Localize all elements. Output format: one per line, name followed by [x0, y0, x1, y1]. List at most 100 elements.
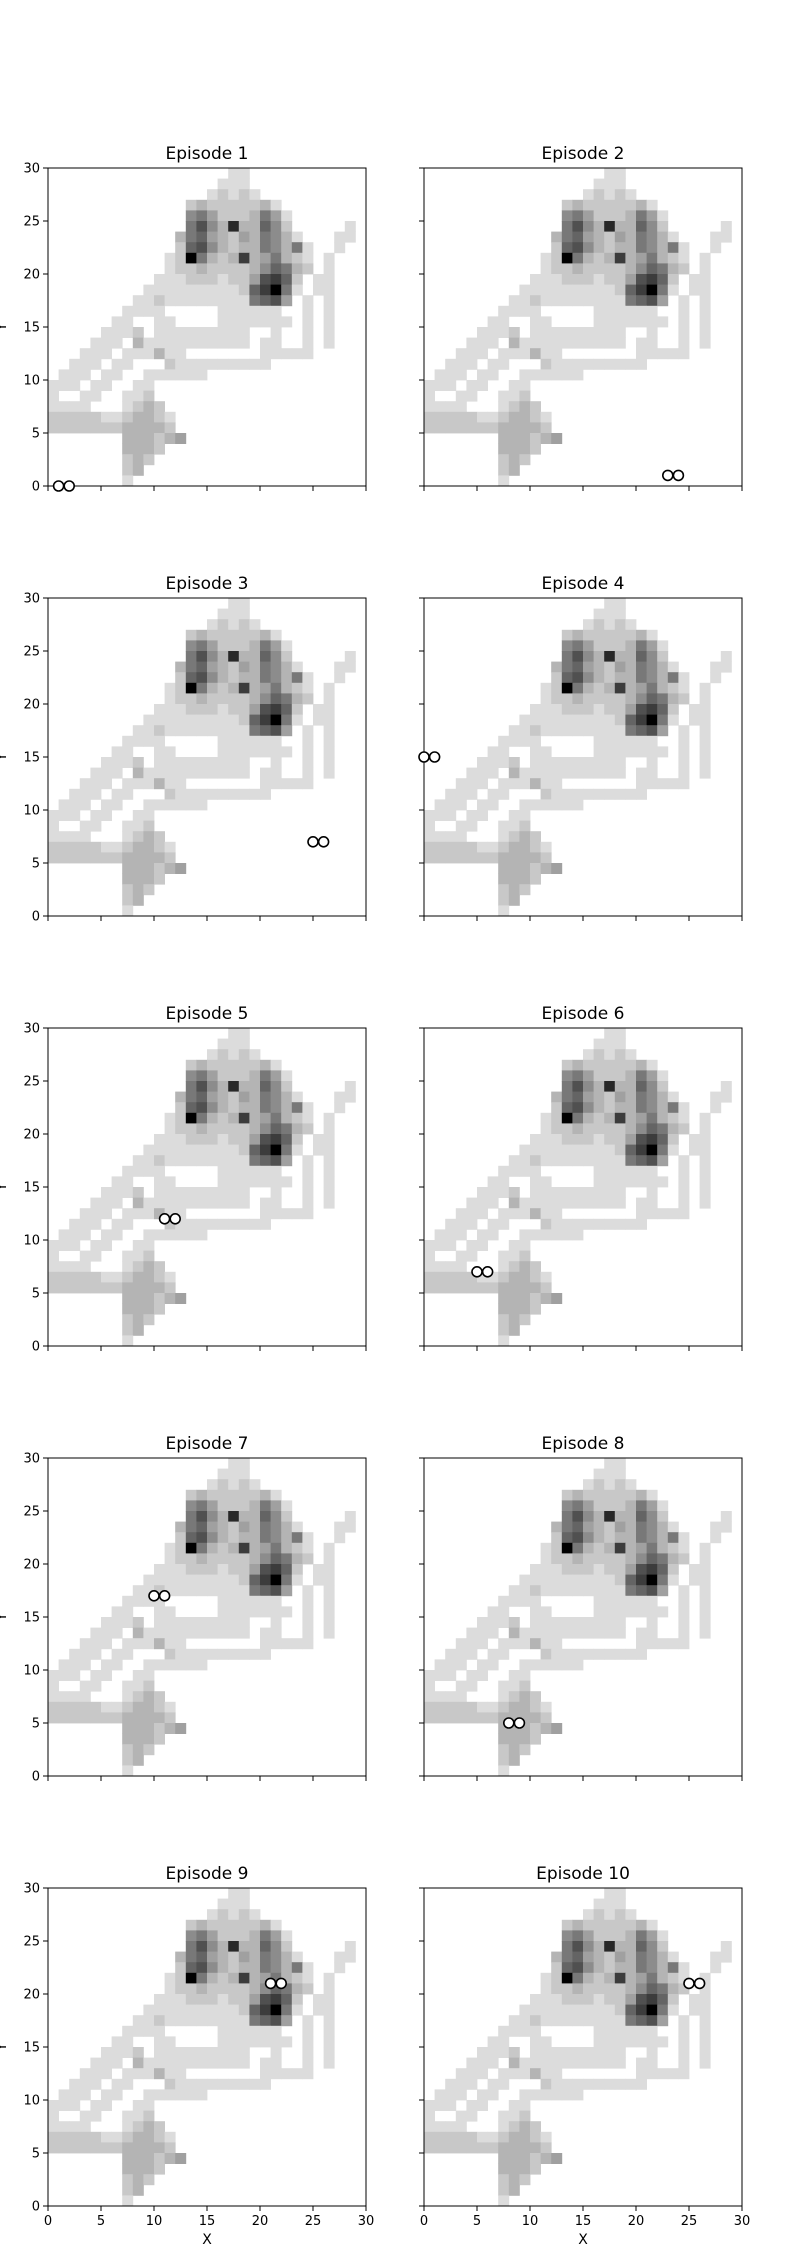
heatmap-cell [614, 1648, 626, 1660]
heatmap-cell [540, 422, 552, 434]
heatmap-cell [424, 1271, 435, 1283]
heatmap-cell [519, 1250, 531, 1262]
heatmap-cell [466, 841, 478, 853]
heatmap-cell [498, 1691, 510, 1703]
heatmap-cell [122, 778, 134, 790]
heatmap-cell [583, 1521, 594, 1533]
heatmap-cell [508, 380, 520, 391]
heatmap-cell [614, 210, 626, 222]
heatmap-cell [551, 231, 563, 243]
heatmap-cell [175, 1574, 187, 1586]
heatmap-cell [323, 2047, 335, 2058]
heatmap-cell [646, 1553, 658, 1565]
heatmap-cell [111, 327, 123, 338]
heatmap-cell [477, 778, 488, 790]
heatmap-cell [334, 1102, 346, 1114]
heatmap-cell [132, 757, 144, 768]
heatmap-cell [604, 210, 616, 222]
heatmap-cell [122, 1261, 134, 1273]
heatmap-cell [249, 651, 261, 662]
heatmap-cell [487, 788, 499, 800]
heatmap-cell [434, 1691, 446, 1703]
heatmap-cell [260, 263, 271, 275]
heatmap-cell [207, 2015, 218, 2027]
heatmap-cell [196, 1218, 208, 1230]
heatmap-cell [164, 2004, 176, 2016]
heatmap-cell [678, 242, 690, 254]
heatmap-cell [101, 1638, 112, 1650]
heatmap-cell [540, 2036, 552, 2048]
heatmap-cell [625, 1489, 637, 1501]
heatmap-cell [667, 1521, 679, 1533]
heatmap-cell [238, 1617, 250, 1628]
heatmap-cell [477, 1659, 488, 1671]
heatmap-cell [122, 348, 134, 360]
heatmap-cell [646, 252, 658, 264]
heatmap-cell [302, 1595, 314, 1607]
heatmap-cell [79, 1638, 91, 1650]
heatmap-cell [636, 1091, 647, 1103]
heatmap-cell [249, 295, 261, 307]
heatmap-cell [132, 2047, 144, 2058]
heatmap-cell [657, 221, 669, 232]
heatmap-cell [122, 316, 134, 328]
heatmap-cell [530, 1144, 541, 1156]
heatmap-cell [185, 1187, 197, 1198]
heatmap-cell [122, 2163, 134, 2175]
heatmap-cell [572, 714, 584, 726]
heatmap-cell [455, 1680, 467, 1692]
heatmap-cell [302, 2068, 314, 2080]
heatmap-cell [207, 199, 218, 211]
heatmap-cell [185, 199, 197, 211]
heatmap-cell [291, 1972, 303, 1984]
heatmap-cell [270, 242, 282, 254]
heatmap-cell [58, 841, 70, 853]
heatmap-cell [228, 1888, 240, 1899]
heatmap-cell [530, 1197, 541, 1209]
heatmap-cell [477, 757, 488, 768]
heatmap-cell [90, 810, 102, 821]
heatmap-cell [625, 1585, 637, 1597]
heatmap-cell [445, 358, 457, 370]
heatmap-cell [625, 1951, 637, 1963]
heatmap-cell [154, 295, 165, 307]
heatmap-cell [572, 1627, 584, 1639]
heatmap-cell [561, 629, 573, 641]
heatmap-cell [593, 189, 605, 201]
heatmap-cell [636, 746, 647, 758]
heatmap-cell [583, 672, 594, 684]
heatmap-cell [625, 1123, 637, 1135]
heatmap-cell [614, 1909, 626, 1921]
heatmap-cell [249, 284, 261, 296]
heatmap-cell [217, 608, 229, 620]
heatmap-cell [249, 1585, 261, 1597]
heatmap-cell [122, 1765, 134, 1777]
heatmap-cell [58, 422, 70, 434]
heatmap-cell [455, 799, 467, 811]
heatmap-cell [519, 1733, 531, 1745]
heatmap-cell [561, 1187, 573, 1198]
heatmap-cell [434, 2121, 446, 2133]
heatmap-cell [154, 852, 165, 864]
heatmap-cell [604, 1532, 616, 1544]
heatmap-cell [79, 799, 91, 811]
heatmap-cell [58, 799, 70, 811]
heatmap-cell [646, 629, 658, 641]
heatmap-cell [667, 274, 679, 285]
heatmap-cell [561, 2057, 573, 2069]
heatmap-cell [657, 1564, 669, 1575]
heatmap-cell [238, 1049, 250, 1061]
heatmap-cell [604, 629, 616, 641]
heatmap-cell [572, 1951, 584, 1963]
heatmap-cell [625, 1511, 637, 1522]
heatmap-cell [217, 1962, 229, 1974]
heatmap-cell [270, 1617, 282, 1628]
heatmap-cell [530, 852, 541, 864]
heatmap-cell [132, 1197, 144, 1209]
heatmap-cell [508, 820, 520, 832]
heatmap-cell [434, 1712, 446, 1724]
heatmap-cell [625, 199, 637, 211]
heatmap-cell [498, 2184, 510, 2196]
heatmap-cell [625, 1930, 637, 1942]
heatmap-cell [604, 1165, 616, 1177]
